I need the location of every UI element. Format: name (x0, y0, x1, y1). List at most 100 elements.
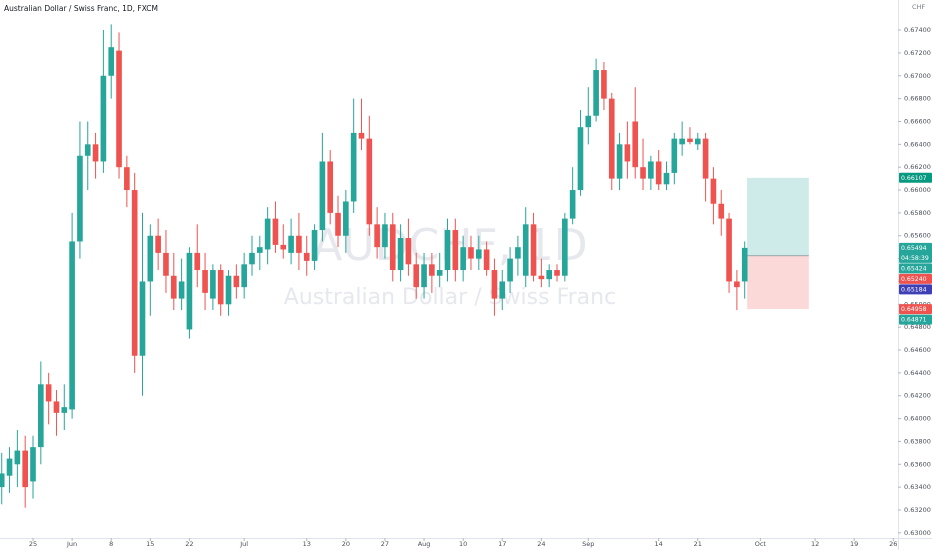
candle-body (249, 252, 255, 265)
price-label-box (899, 172, 932, 183)
y-tick-label: 0.66000 (904, 186, 931, 194)
candle-body (327, 161, 334, 213)
candle-body (577, 127, 584, 191)
candle-body (147, 235, 154, 282)
chart-title: Australian Dollar / Swiss Franc, 1D, FXC… (4, 4, 158, 13)
candle-body (405, 238, 412, 265)
candle-body (22, 450, 28, 488)
candle-body (30, 447, 36, 482)
watermark-subtitle: Australian Dollar / Swiss Franc (284, 285, 616, 310)
candle-body (389, 224, 396, 271)
candle-body (350, 132, 357, 202)
candle-body (593, 70, 599, 116)
x-tick-label: Jun (66, 540, 77, 548)
y-tick-label: 0.63800 (904, 437, 931, 445)
y-tick-label: 0.64800 (904, 323, 931, 331)
candle-body (640, 167, 646, 179)
price-label: 0.65184 (901, 286, 927, 293)
candle-body (100, 75, 107, 162)
x-tick-label: 26 (889, 540, 897, 548)
candle-body (515, 247, 521, 259)
x-tick-label: 17 (498, 540, 506, 548)
candle-body (569, 190, 576, 219)
candle-body (475, 249, 482, 259)
candle-body (69, 241, 75, 410)
candle-body (562, 218, 568, 276)
candle-body (53, 401, 60, 413)
candle-body (616, 144, 623, 179)
candle-body (397, 238, 404, 271)
y-tick-label: 0.65800 (904, 209, 931, 217)
x-tick-label: 21 (694, 540, 702, 548)
candle-body (452, 230, 459, 271)
candle-body (319, 161, 326, 231)
price-label-box (899, 314, 932, 325)
y-tick-label: 0.63000 (904, 529, 931, 537)
candle-body (608, 98, 615, 179)
x-tick-label: Aug (418, 540, 431, 548)
y-tick-label: 0.63200 (904, 506, 931, 514)
candle-body (186, 252, 193, 330)
candle-body (335, 212, 341, 236)
y-tick-label: 0.64600 (904, 346, 931, 354)
candle-body (522, 224, 529, 276)
x-tick-label: Sep (582, 540, 594, 548)
price-label: 0.64958 (901, 306, 927, 313)
x-tick-label: 27 (381, 540, 389, 548)
y-tick-label: 0.64200 (904, 392, 931, 400)
x-tick-label: 14 (655, 540, 663, 548)
candle-body (483, 249, 490, 271)
candle-body (116, 50, 122, 168)
candle-body (155, 235, 161, 253)
candle-body (382, 224, 388, 248)
candle-body (139, 281, 146, 356)
price-label-box (899, 273, 932, 284)
candle-body (648, 161, 654, 179)
x-tick-label: Oct (755, 540, 767, 548)
candle-body (6, 458, 13, 476)
y-tick-label: 0.67200 (904, 49, 931, 57)
candle-body (538, 275, 545, 280)
candle-body (178, 281, 185, 299)
candle-body (45, 384, 52, 402)
candle-body (671, 138, 678, 173)
candle-body (14, 450, 21, 465)
x-tick-label: 22 (185, 540, 193, 548)
candle-body (84, 144, 91, 156)
x-tick-label: 8 (109, 540, 113, 548)
candle-body (280, 244, 287, 250)
x-tick-label: 25 (29, 540, 37, 548)
y-tick-label: 0.67400 (904, 26, 931, 34)
candle-body (61, 407, 68, 413)
candle-body (530, 224, 537, 276)
candle-body (663, 172, 670, 185)
y-tick-label: 0.65600 (904, 232, 931, 240)
candle-body (217, 270, 224, 305)
candle-body (303, 252, 310, 261)
candle-body (225, 275, 232, 305)
candle-body (272, 218, 279, 245)
candle-body (444, 230, 451, 271)
candle-body (256, 247, 263, 253)
candle-body (687, 138, 693, 143)
candle-body (655, 161, 662, 185)
x-tick-label: 20 (342, 540, 350, 548)
loss-zone (747, 255, 809, 310)
y-tick-label: 0.66800 (904, 95, 931, 103)
candle-body (741, 247, 748, 282)
candle-body (554, 270, 560, 276)
y-tick-label: 0.64000 (904, 415, 931, 423)
candle-body (734, 281, 740, 288)
candle-body (358, 132, 365, 139)
candle-body (702, 138, 709, 179)
currency-label: CHF (912, 3, 925, 11)
price-label: 0.65494 (901, 245, 927, 252)
price-label: 0.64871 (901, 317, 927, 324)
profit-zone (747, 177, 809, 256)
y-tick-label: 0.63400 (904, 483, 931, 491)
candle-body (92, 144, 99, 162)
candle-body (460, 247, 466, 271)
price-label: 0.65240 (901, 276, 927, 283)
